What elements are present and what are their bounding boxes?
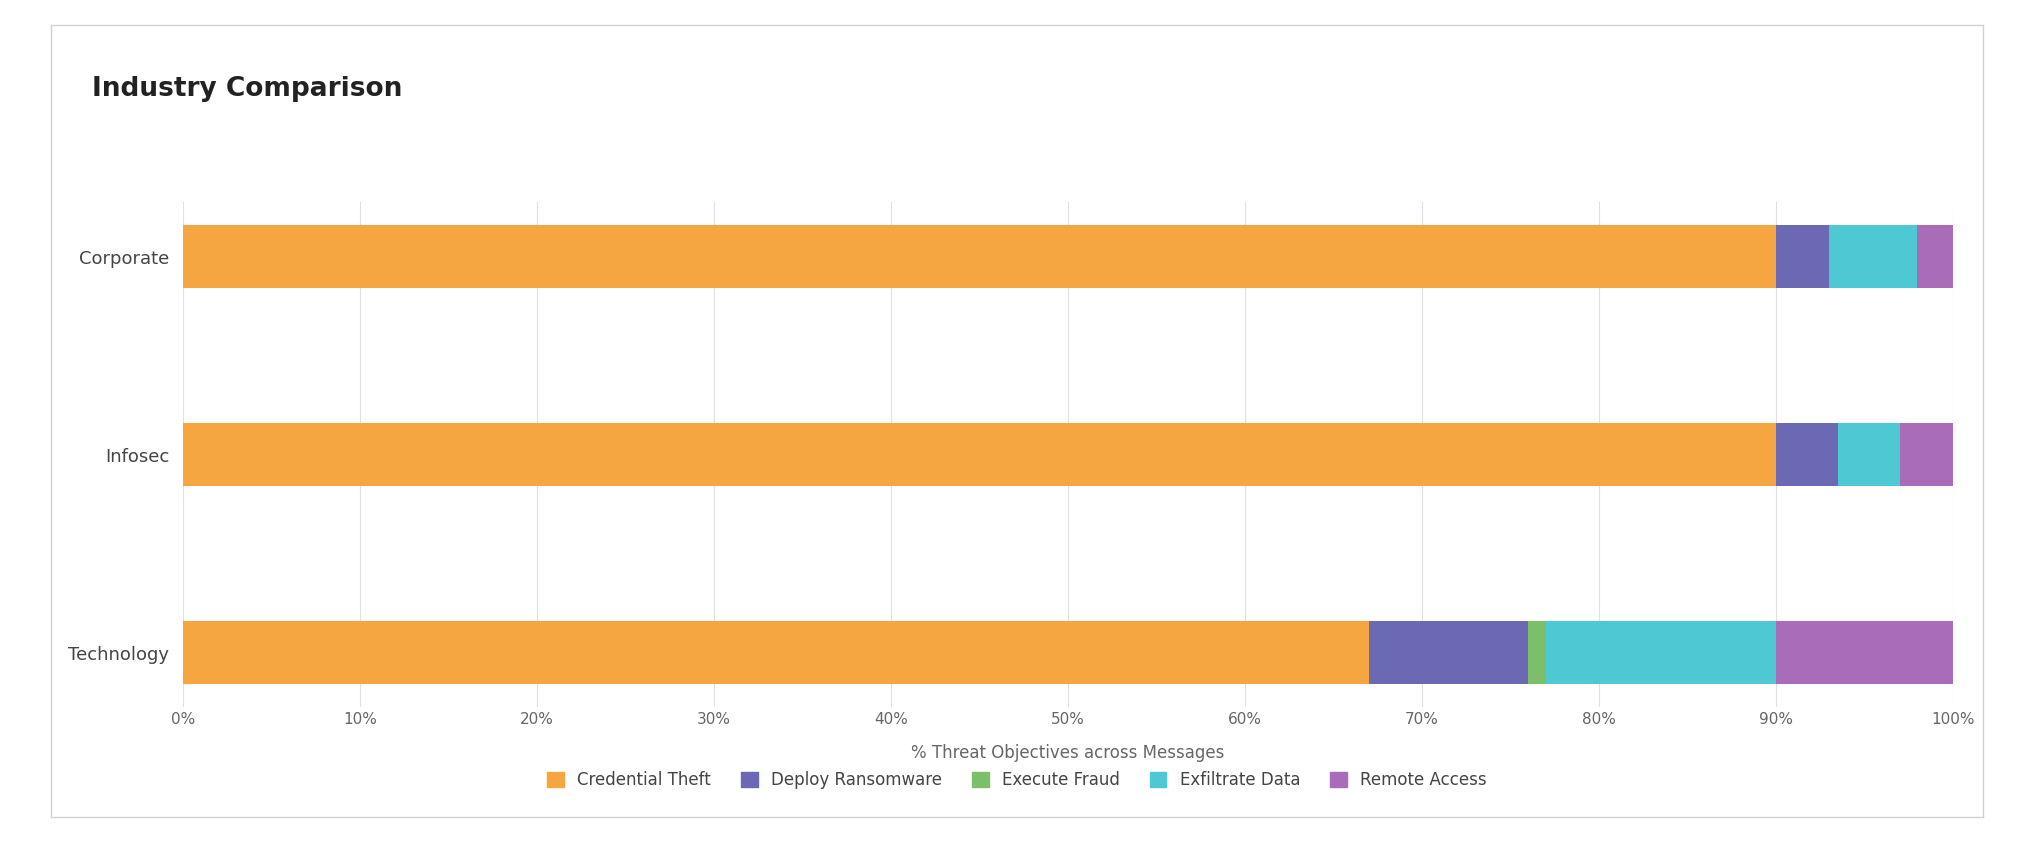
- X-axis label: % Threat Objectives across Messages: % Threat Objectives across Messages: [911, 743, 1224, 762]
- Bar: [1776, 225, 1829, 289]
- Bar: [1546, 621, 1776, 685]
- Text: Industry Comparison: Industry Comparison: [92, 76, 403, 102]
- Bar: [1918, 225, 1953, 289]
- Bar: [1369, 621, 1528, 685]
- Bar: [1837, 423, 1900, 487]
- Bar: [183, 225, 1776, 289]
- Legend: Credential Theft, Deploy Ransomware, Execute Fraud, Exfiltrate Data, Remote Acce: Credential Theft, Deploy Ransomware, Exe…: [541, 765, 1493, 796]
- Bar: [1776, 621, 1953, 685]
- Bar: [1776, 423, 1837, 487]
- Bar: [1528, 621, 1546, 685]
- Bar: [1829, 225, 1918, 289]
- Bar: [183, 621, 1369, 685]
- Bar: [183, 423, 1776, 487]
- Bar: [1900, 423, 1953, 487]
